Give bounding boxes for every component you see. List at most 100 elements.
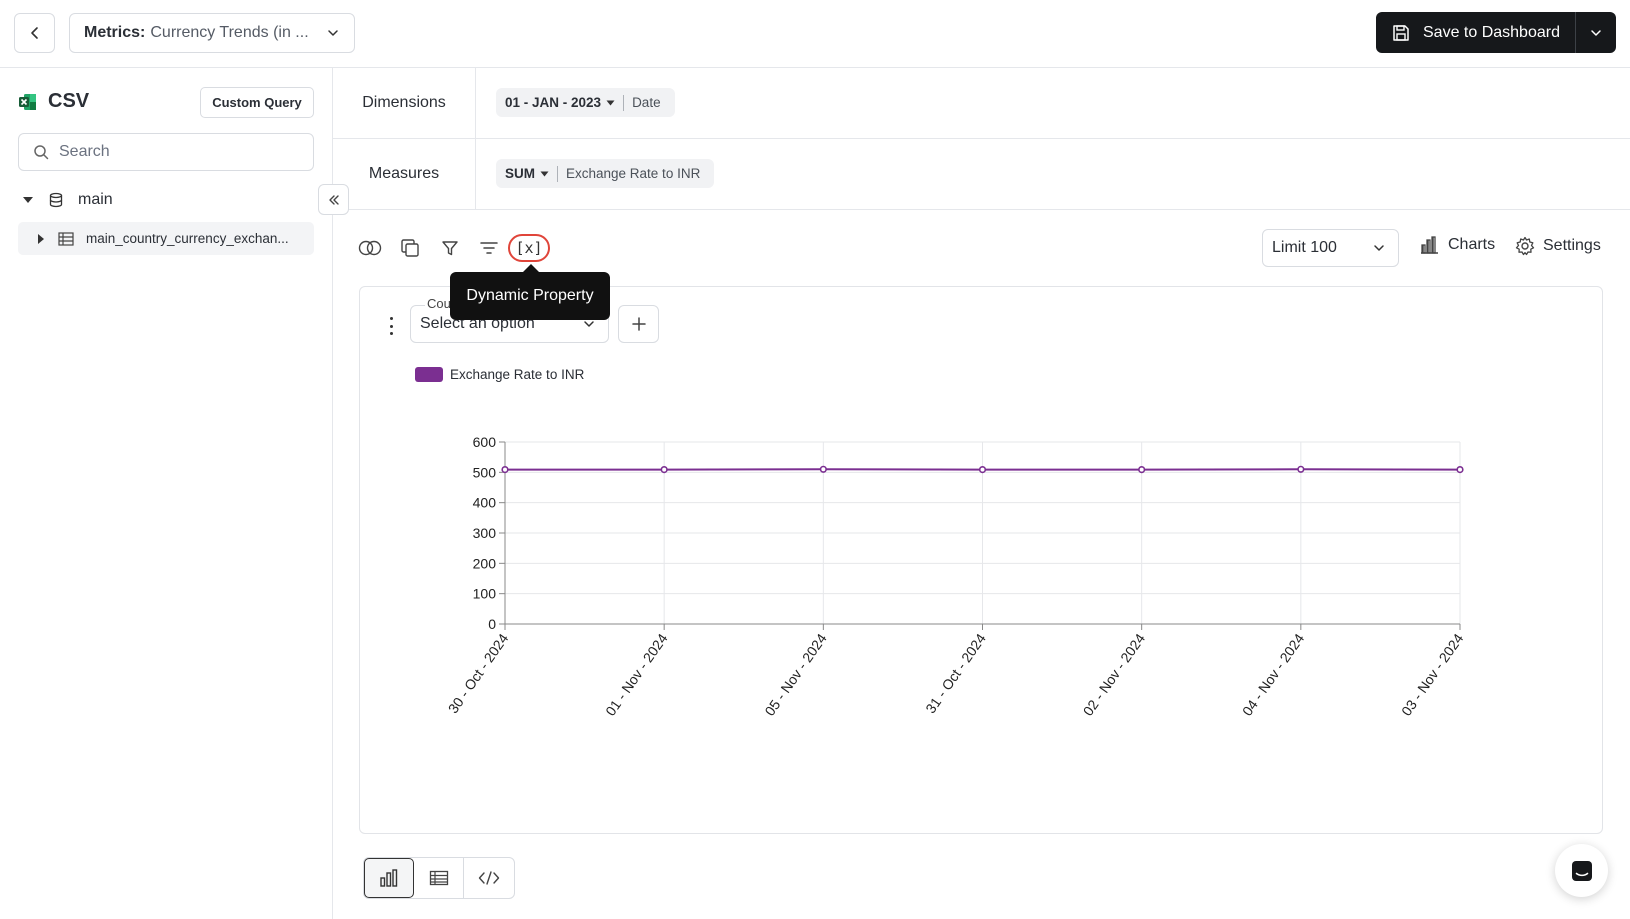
data-point: [978, 466, 987, 474]
caret-down-icon: [606, 100, 615, 105]
y-tick-label: 200: [473, 555, 497, 571]
data-point: [1456, 466, 1464, 474]
custom-query-button[interactable]: Custom Query: [200, 87, 314, 118]
filter-icon[interactable]: [437, 235, 463, 261]
copy-icon[interactable]: [397, 235, 423, 261]
line-chart: 0 100 200 300 400 500 600 30 - Oct - 2024 01 - N…: [445, 434, 1467, 719]
dimensions-label: Dimensions: [333, 68, 476, 138]
save-to-dashboard-group: Save to Dashboard: [1376, 12, 1616, 53]
x-tick-label: 03 - Nov - 2024: [1398, 630, 1467, 718]
dimensions-row: Dimensions 01 - JAN - 2023 Date: [333, 68, 1630, 139]
view-switcher: [363, 857, 515, 899]
excel-icon: [19, 93, 36, 110]
y-tick-label: 400: [473, 495, 497, 511]
filter-field-label: Cou: [425, 296, 453, 311]
y-tick-label: 300: [473, 525, 497, 541]
settings-label: Settings: [1543, 237, 1601, 254]
save-options-dropdown[interactable]: [1576, 12, 1616, 53]
measures-label: Measures: [333, 139, 476, 209]
chart-legend: Exchange Rate to INR: [415, 367, 584, 382]
tree-item-main-label: main: [78, 191, 113, 208]
measure-aggregation-label: SUM: [505, 166, 535, 181]
data-point: [501, 466, 509, 474]
data-point: [1138, 466, 1146, 474]
y-tick-label: 100: [473, 586, 497, 602]
tree-item-table-label: main_country_currency_exchan...: [86, 231, 289, 246]
sort-icon[interactable]: [476, 235, 502, 261]
measures-row: Measures SUM Exchange Rate to INR: [333, 139, 1630, 210]
tree-item-main[interactable]: main: [22, 191, 113, 209]
measure-pill[interactable]: SUM Exchange Rate to INR: [496, 159, 715, 188]
save-label: Save to Dashboard: [1423, 23, 1560, 41]
source-title-label: CSV: [48, 90, 90, 112]
y-tick-label: 0: [488, 616, 496, 632]
settings-button[interactable]: Settings: [1515, 236, 1601, 256]
search-icon: [34, 145, 49, 160]
legend-swatch: [415, 367, 443, 382]
y-tick-label: 500: [473, 464, 497, 480]
source-title: CSV: [18, 90, 89, 113]
charts-label: Charts: [1448, 236, 1496, 253]
x-tick-label: 30 - Oct - 2024: [445, 630, 512, 716]
caret-right-icon[interactable]: [36, 233, 46, 245]
more-options-icon[interactable]: [385, 315, 397, 337]
limit-selector[interactable]: Limit 100: [1262, 229, 1399, 267]
save-to-dashboard-button[interactable]: Save to Dashboard: [1376, 12, 1576, 53]
charts-button[interactable]: Charts: [1420, 236, 1495, 254]
search-field[interactable]: [18, 133, 314, 171]
code-icon: [478, 871, 500, 885]
metric-label: Metrics:: [84, 24, 146, 41]
pill-divider: [623, 94, 625, 111]
chart-view-button[interactable]: [364, 858, 414, 898]
table-icon: [58, 231, 74, 246]
chart-panel: Select an option Cou Exchange Rate to IN…: [359, 286, 1603, 834]
data-point: [1297, 465, 1305, 473]
x-tick-label: 05 - Nov - 2024: [761, 630, 830, 718]
back-button[interactable]: [14, 13, 55, 53]
double-chevron-left-icon: [328, 194, 339, 205]
data-point: [819, 465, 827, 473]
chevron-down-icon: [1374, 245, 1384, 251]
dimension-pill[interactable]: 01 - JAN - 2023 Date: [496, 88, 675, 117]
metric-value: Currency Trends (in ...: [150, 24, 309, 41]
caret-down-icon[interactable]: [22, 195, 34, 205]
x-tick-label: 31 - Oct - 2024: [922, 630, 989, 716]
measure-aggregation[interactable]: SUM: [505, 166, 549, 181]
join-icon[interactable]: [357, 235, 383, 261]
chevron-down-icon: [1591, 29, 1601, 36]
gear-icon: [1515, 236, 1535, 256]
database-icon: [49, 192, 63, 208]
dimension-field: Date: [632, 95, 661, 110]
table-view-button[interactable]: [414, 858, 464, 898]
save-icon: [1393, 24, 1409, 41]
measure-field: Exchange Rate to INR: [566, 166, 701, 181]
dynamic-property-tooltip: Dynamic Property: [450, 264, 610, 320]
x-tick-label: 02 - Nov - 2024: [1080, 630, 1149, 718]
dimension-granularity-label: 01 - JAN - 2023: [505, 95, 602, 110]
search-input[interactable]: [59, 143, 279, 161]
sidebar: CSV Custom Query main main_country_curre…: [0, 68, 333, 919]
table-icon: [429, 870, 448, 886]
metric-selector[interactable]: Metrics: Currency Trends (in ...: [69, 13, 355, 53]
bar-chart-icon: [1421, 236, 1438, 254]
add-filter-button[interactable]: [618, 305, 659, 343]
bar-chart-icon: [380, 869, 398, 887]
x-tick-label: 01 - Nov - 2024: [602, 630, 671, 718]
chevron-down-icon: [328, 30, 338, 36]
x-tick-label: 04 - Nov - 2024: [1239, 630, 1308, 718]
dimension-granularity[interactable]: 01 - JAN - 2023: [505, 95, 615, 110]
chat-support-button[interactable]: [1555, 844, 1608, 897]
data-point: [660, 466, 668, 474]
chat-icon: [1571, 860, 1592, 881]
chevron-down-icon: [584, 321, 594, 327]
tree-item-table[interactable]: main_country_currency_exchan...: [18, 222, 314, 255]
plus-icon: [631, 317, 646, 331]
top-bar: Metrics: Currency Trends (in ... Save to…: [0, 0, 1630, 68]
collapse-sidebar-button[interactable]: [318, 184, 349, 215]
legend-label: Exchange Rate to INR: [450, 367, 585, 382]
pill-divider: [557, 165, 558, 182]
y-tick-label: 600: [473, 434, 497, 450]
code-view-button[interactable]: [464, 858, 514, 898]
chevron-left-icon: [30, 27, 38, 39]
dynamic-property-button[interactable]: [x]: [508, 234, 550, 262]
